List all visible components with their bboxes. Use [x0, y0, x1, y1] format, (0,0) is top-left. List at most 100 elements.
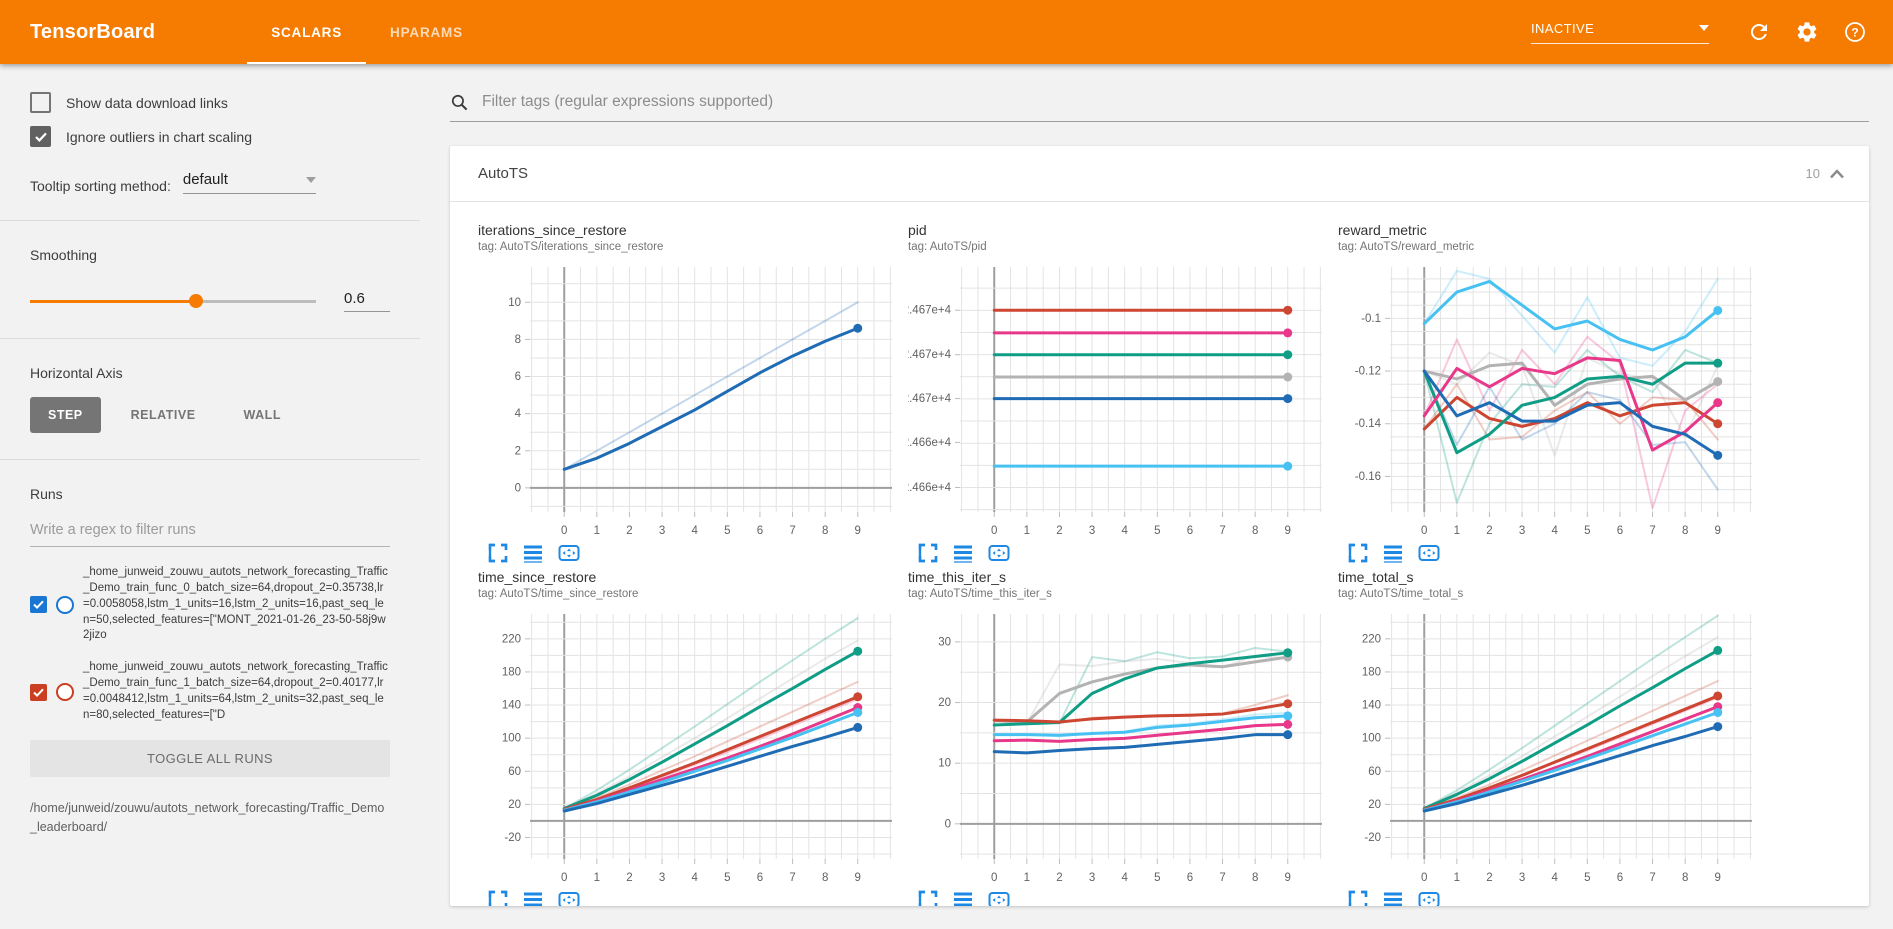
expand-icon[interactable] [918, 890, 938, 906]
refresh-icon[interactable] [1747, 20, 1771, 44]
svg-text:2: 2 [515, 445, 521, 457]
svg-text:140: 140 [1362, 700, 1381, 712]
divider [0, 220, 420, 221]
divider [0, 338, 420, 339]
axis-step-button[interactable]: STEP [30, 397, 101, 433]
svg-text:0: 0 [515, 482, 521, 494]
check-icon [34, 132, 47, 142]
chart-plot-pid[interactable]: 2.467e+4 2.467e+4 2.467e+4 2.466e+4 2.466e+4… [908, 257, 1338, 542]
run-radio[interactable] [56, 683, 74, 702]
main-content: AutoTS 10 iterations_since_restore tag: A… [420, 64, 1893, 929]
chart-tag: tag: AutoTS/time_this_iter_s [908, 588, 1052, 600]
data-table-icon[interactable] [953, 890, 973, 906]
chart-tag: tag: AutoTS/time_since_restore [478, 588, 639, 600]
svg-text:0: 0 [561, 872, 567, 884]
ignore-outliers-checkbox[interactable] [30, 126, 51, 147]
chart-plot-time_this_iter_s[interactable]: 0 10 20 30 0 1 2 3 4 5 6 7 8 9 [908, 604, 1338, 889]
chart-plot-time_since_restore[interactable]: -20 20 60 100 140 180 220 0 1 2 3 4 5 6 7 8 9 [478, 604, 908, 889]
svg-text:180: 180 [1362, 666, 1381, 678]
svg-text:2: 2 [626, 872, 632, 884]
tooltip-sorting-dropdown[interactable]: default [182, 171, 316, 194]
data-table-icon[interactable] [1383, 890, 1403, 906]
fit-domain-icon[interactable] [558, 543, 580, 563]
data-table-icon[interactable] [523, 543, 543, 563]
svg-text:6: 6 [757, 872, 763, 884]
chart-plot-time_total_s[interactable]: -20 20 60 100 140 180 220 0 1 2 3 4 5 6 7 8 9 [1338, 604, 1768, 889]
chart-title: iterations_since_restore [478, 222, 627, 238]
tab-scalars[interactable]: SCALARS [247, 0, 367, 64]
svg-text:4: 4 [691, 872, 698, 884]
chart-footer-icons [908, 543, 1338, 563]
slider-thumb[interactable] [188, 294, 203, 308]
axis-relative-button[interactable]: RELATIVE [130, 408, 196, 422]
svg-text:9: 9 [855, 525, 861, 537]
svg-text:-0.1: -0.1 [1361, 313, 1381, 325]
chevron-down-icon [305, 176, 316, 183]
svg-text:0: 0 [1421, 525, 1427, 537]
expand-icon[interactable] [1348, 890, 1368, 906]
chart-plot-reward_metric[interactable]: -0.1 -0.12 -0.14 -0.16 0 1 2 3 4 5 6 7 8 9 [1338, 257, 1768, 542]
svg-text:5: 5 [1154, 525, 1160, 537]
toggle-all-runs-button[interactable]: TOGGLE ALL RUNS [30, 739, 390, 777]
fit-domain-icon[interactable] [1418, 543, 1440, 563]
svg-text:5: 5 [1154, 872, 1160, 884]
svg-text:4: 4 [1551, 525, 1558, 537]
svg-text:6: 6 [1617, 525, 1623, 537]
app-header: TensorBoard SCALARS HPARAMS INACTIVE ? [0, 0, 1893, 64]
data-table-icon[interactable] [1383, 543, 1403, 563]
filter-tags-input[interactable] [480, 92, 1869, 112]
slider-fill [30, 299, 196, 303]
chart-card-time_this_iter_s: time_this_iter_s tag: AutoTS/time_this_it… [908, 569, 1338, 906]
svg-text:4: 4 [1551, 872, 1558, 884]
settings-icon[interactable] [1795, 20, 1819, 44]
chart-footer-icons [908, 890, 1338, 906]
expand-icon[interactable] [488, 543, 508, 563]
run-checkbox[interactable] [30, 596, 47, 614]
expand-icon[interactable] [918, 543, 938, 563]
fit-domain-icon[interactable] [1418, 890, 1440, 906]
show-download-links-checkbox-row[interactable]: Show data download links [30, 92, 390, 113]
run-checkbox[interactable] [30, 683, 47, 701]
chevron-up-icon[interactable] [1829, 168, 1845, 179]
help-icon[interactable]: ? [1843, 20, 1867, 44]
svg-text:220: 220 [1362, 633, 1381, 645]
axis-wall-button[interactable]: WALL [243, 408, 281, 422]
runs-filter-input[interactable] [30, 522, 390, 547]
chart-tag: tag: AutoTS/time_total_s [1338, 588, 1464, 600]
svg-text:7: 7 [1649, 525, 1655, 537]
expand-icon[interactable] [488, 890, 508, 906]
show-download-links-checkbox[interactable] [30, 92, 51, 113]
svg-text:0: 0 [945, 818, 951, 830]
svg-text:8: 8 [515, 334, 521, 346]
fit-domain-icon[interactable] [988, 890, 1010, 906]
fit-domain-icon[interactable] [988, 543, 1010, 563]
chart-tag: tag: AutoTS/reward_metric [1338, 241, 1475, 253]
svg-text:7: 7 [1219, 525, 1225, 537]
chart-title: time_this_iter_s [908, 569, 1007, 585]
status-dropdown[interactable]: INACTIVE [1531, 21, 1709, 44]
expand-icon[interactable] [1348, 543, 1368, 563]
section-count: 10 [1805, 166, 1820, 181]
autots-card-header[interactable]: AutoTS 10 [450, 146, 1869, 202]
run-radio[interactable] [56, 595, 74, 614]
ignore-outliers-checkbox-row[interactable]: Ignore outliers in chart scaling [30, 126, 390, 147]
chart-footer-icons [478, 890, 908, 906]
smoothing-slider[interactable] [30, 294, 316, 308]
chart-card-time_total_s: time_total_s tag: AutoTS/time_total_s -20 2… [1338, 569, 1768, 906]
tab-hparams[interactable]: HPARAMS [390, 24, 463, 40]
svg-text:7: 7 [1649, 872, 1655, 884]
svg-text:4: 4 [1121, 525, 1128, 537]
svg-text:6: 6 [515, 371, 521, 383]
chart-footer-icons [1338, 890, 1768, 906]
smoothing-value[interactable]: 0.6 [344, 290, 390, 312]
svg-text:-0.14: -0.14 [1355, 418, 1382, 430]
run-name: _home_junweid_zouwu_autots_network_forec… [83, 566, 388, 642]
data-table-icon[interactable] [953, 543, 973, 563]
tooltip-sorting-label: Tooltip sorting method: [30, 178, 171, 194]
data-table-icon[interactable] [523, 890, 543, 906]
chart-plot-iterations_since_restore[interactable]: 0 2 4 6 8 10 0 1 2 3 4 5 6 7 8 9 [478, 257, 908, 542]
svg-text:7: 7 [789, 525, 795, 537]
svg-text:4: 4 [515, 408, 522, 420]
fit-domain-icon[interactable] [558, 890, 580, 906]
svg-text:5: 5 [724, 872, 730, 884]
